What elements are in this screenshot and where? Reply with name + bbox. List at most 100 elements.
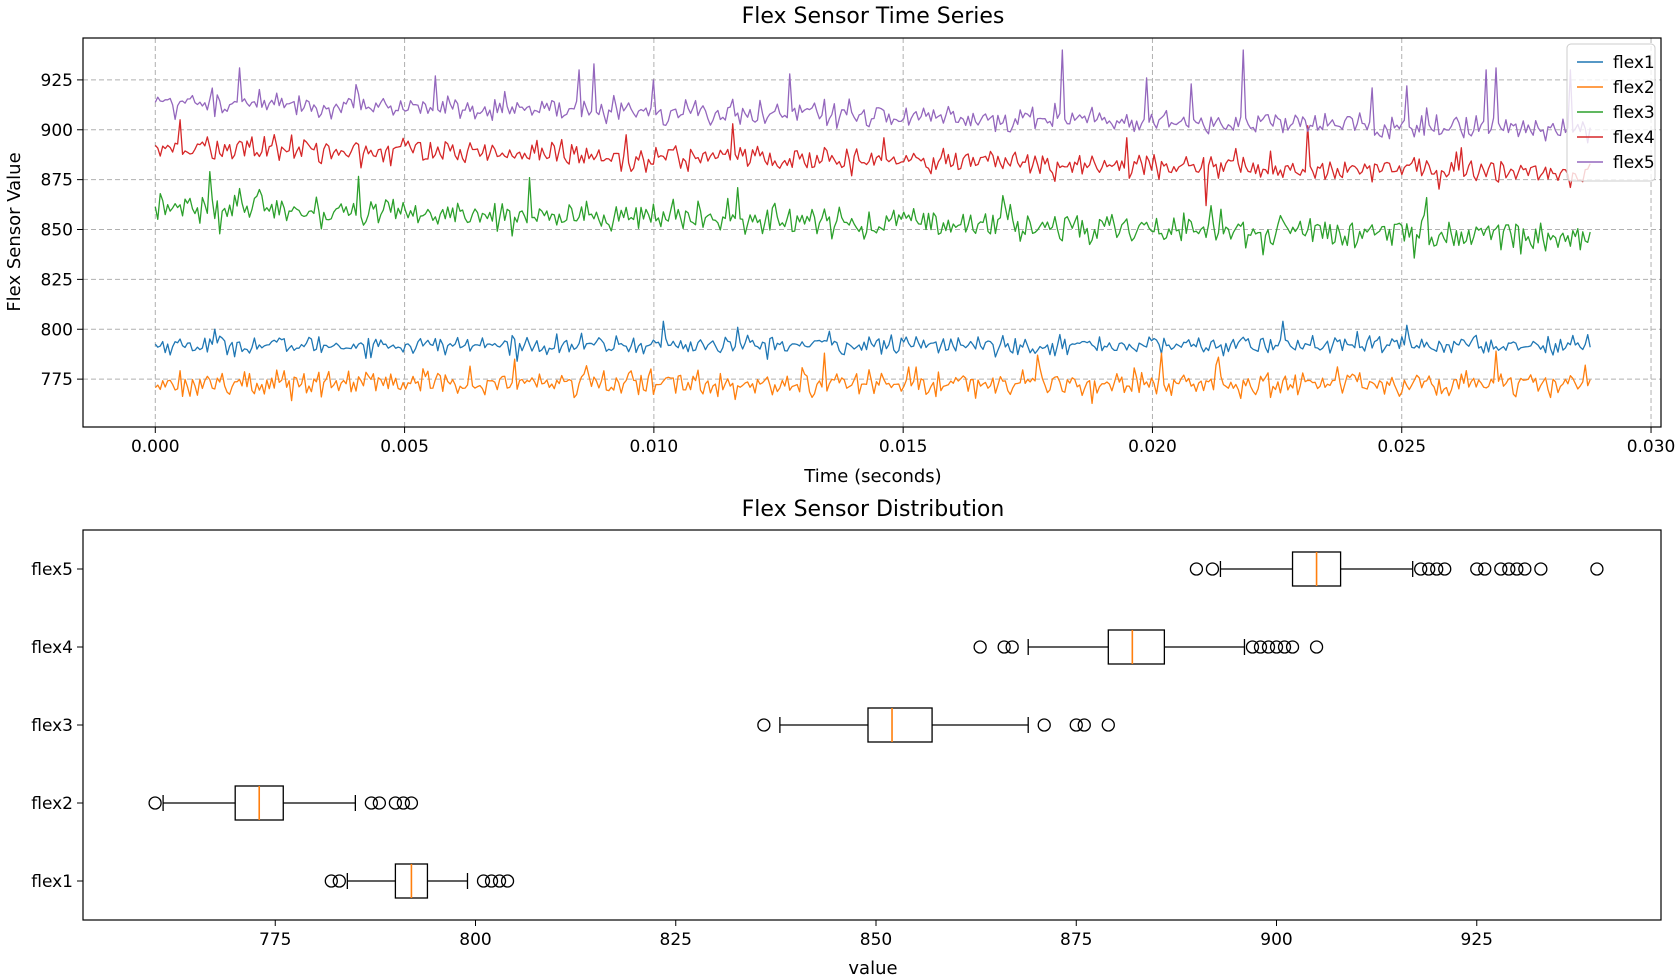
distribution-x-tick-label: 775: [259, 930, 291, 950]
outlier-flex3: [757, 718, 771, 732]
outlier-flex5: [1438, 562, 1452, 576]
outlier-flex2: [148, 796, 162, 810]
series-line-flex3: [154, 171, 1591, 259]
legend-label-flex4: flex4: [1613, 128, 1655, 148]
distribution-x-tick-label: 900: [1260, 930, 1292, 950]
timeseries-x-axis-label: Time (seconds): [803, 466, 941, 487]
timeseries-x-tick-label: 0.015: [879, 437, 928, 457]
timeseries-y-tick-label: 800: [41, 320, 73, 340]
distribution-x-tick-label: 850: [860, 930, 892, 950]
box-flex1: [324, 863, 515, 899]
distribution-x-tick-label: 825: [660, 930, 692, 950]
timeseries-x-axis: 0.000 0.005 0.010 0.015 0.020 0.025 0.030: [131, 427, 1675, 457]
distribution-y-tick-label: flex2: [31, 794, 73, 814]
outlier-flex5: [1502, 562, 1516, 576]
outlier-flex4: [1005, 640, 1019, 654]
outlier-flex2: [364, 796, 379, 810]
outlier-flex2: [396, 796, 411, 810]
outlier-flex4: [1261, 640, 1276, 654]
distribution-x-tick-label: 925: [1461, 930, 1493, 950]
outlier-flex5: [1414, 562, 1428, 576]
box-flex4: [973, 629, 1324, 665]
outlier-flex1: [492, 874, 507, 888]
outlier-flex4: [1277, 640, 1292, 654]
timeseries-x-tick-label: 0.025: [1377, 437, 1426, 457]
series-line-flex1: [154, 320, 1591, 362]
legend-label-flex1: flex1: [1613, 53, 1655, 73]
outlier-flex4: [973, 640, 987, 654]
box-flex5: [1189, 551, 1604, 587]
timeseries-series: [154, 49, 1591, 405]
outlier-flex5: [1430, 562, 1444, 576]
legend-label-flex3: flex3: [1613, 103, 1655, 123]
timeseries-legend: flex1 flex2 flex3 flex4 flex5: [1566, 43, 1656, 182]
legend-label-flex5: flex5: [1613, 153, 1655, 173]
outlier-flex2: [388, 796, 403, 810]
outlier-flex3: [1069, 718, 1083, 732]
outlier-flex2: [404, 796, 419, 810]
series-line-flex4: [154, 119, 1591, 207]
timeseries-title: Flex Sensor Time Series: [742, 4, 1005, 29]
outlier-flex5: [1478, 562, 1492, 576]
iqr-box-flex4: [1107, 629, 1166, 665]
outlier-flex5: [1205, 562, 1220, 576]
timeseries-y-tick-label: 925: [41, 71, 73, 91]
outlier-flex5: [1534, 562, 1548, 576]
outlier-flex5: [1590, 562, 1604, 576]
distribution-y-tick-label: flex4: [31, 638, 73, 658]
outlier-flex4: [1245, 640, 1260, 654]
outlier-flex4: [997, 640, 1011, 654]
timeseries-y-tick-label: 900: [41, 121, 73, 141]
timeseries-x-tick-label: 0.030: [1627, 437, 1676, 457]
timeseries-y-tick-label: 775: [41, 370, 73, 390]
iqr-box-flex3: [867, 707, 933, 743]
box-flex3: [757, 707, 1115, 743]
timeseries-x-tick-label: 0.000: [131, 437, 180, 457]
distribution-x-axis: 775 800 825 850 875 900 925: [259, 920, 1493, 950]
outlier-flex5: [1189, 562, 1204, 576]
timeseries-x-tick-label: 0.010: [630, 437, 679, 457]
box-flex2: [148, 785, 419, 821]
outlier-flex2: [372, 796, 387, 810]
timeseries-grid: [83, 38, 1661, 427]
outlier-flex3: [1101, 718, 1115, 732]
outlier-flex1: [484, 874, 499, 888]
timeseries-plot-frame: [82, 37, 1662, 428]
distribution-x-tick-label: 800: [459, 930, 491, 950]
outlier-flex5: [1494, 562, 1508, 576]
timeseries-y-tick-label: 850: [41, 221, 73, 241]
outlier-flex4: [1309, 640, 1324, 654]
outlier-flex3: [1077, 718, 1091, 732]
series-line-flex5: [154, 49, 1591, 144]
series-line-flex2: [154, 350, 1591, 405]
outlier-flex1: [324, 874, 338, 888]
outlier-flex4: [1253, 640, 1268, 654]
legend-box: [1566, 43, 1656, 182]
outlier-flex5: [1422, 562, 1436, 576]
distribution-chart: Flex Sensor Distribution 775 800 825 850 875…: [31, 497, 1662, 979]
distribution-y-axis: flex1 flex2 flex3 flex4 flex5: [31, 560, 83, 892]
timeseries-y-axis: 775 800 825 850 875 900 925: [41, 71, 83, 390]
timeseries-y-tick-label: 825: [41, 270, 73, 290]
timeseries-y-tick-label: 875: [41, 171, 73, 191]
outlier-flex1: [476, 874, 491, 888]
outlier-flex5: [1518, 562, 1532, 576]
distribution-y-tick-label: flex1: [31, 872, 73, 892]
outlier-flex1: [332, 874, 346, 888]
timeseries-chart: Flex Sensor Time Series 0.000 0.005 0.010 0…: [4, 4, 1675, 487]
distribution-x-tick-label: 875: [1060, 930, 1092, 950]
distribution-boxes: [148, 551, 1604, 899]
distribution-y-tick-label: flex5: [31, 560, 73, 580]
outlier-flex5: [1510, 562, 1524, 576]
timeseries-x-tick-label: 0.020: [1128, 437, 1177, 457]
legend-label-flex2: flex2: [1613, 78, 1655, 98]
timeseries-y-axis-label: Flex Sensor Value: [4, 152, 25, 311]
distribution-x-axis-label: value: [848, 958, 897, 979]
distribution-y-tick-label: flex3: [31, 716, 73, 736]
distribution-title: Flex Sensor Distribution: [742, 497, 1005, 522]
outlier-flex5: [1470, 562, 1484, 576]
outlier-flex3: [1037, 718, 1051, 732]
outlier-flex4: [1269, 640, 1284, 654]
